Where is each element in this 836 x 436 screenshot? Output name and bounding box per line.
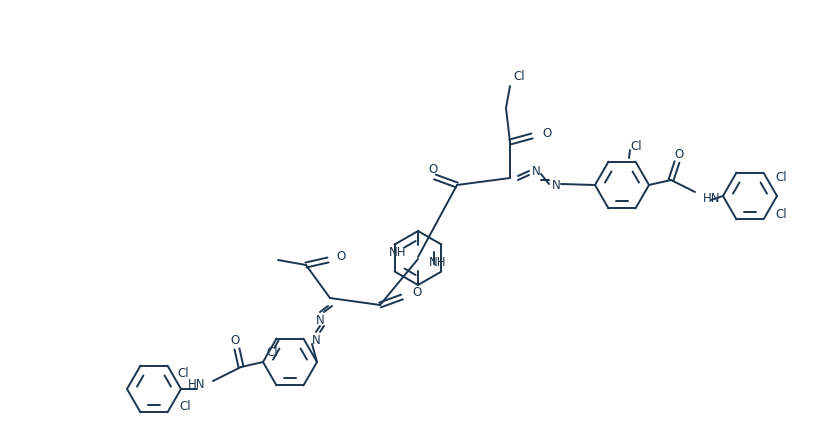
Text: Cl: Cl <box>267 346 278 359</box>
Text: HN: HN <box>187 378 205 392</box>
Text: NH: NH <box>429 256 446 269</box>
Text: HN: HN <box>702 191 720 204</box>
Text: N: N <box>311 334 320 347</box>
Text: Cl: Cl <box>177 367 189 380</box>
Text: Cl: Cl <box>775 208 786 221</box>
Text: N: N <box>315 313 324 327</box>
Text: N: N <box>531 164 540 177</box>
Text: O: O <box>428 163 437 176</box>
Text: Cl: Cl <box>179 400 191 413</box>
Text: O: O <box>230 334 239 347</box>
Text: Cl: Cl <box>630 140 641 153</box>
Text: Cl: Cl <box>775 171 786 184</box>
Text: Cl: Cl <box>512 69 524 82</box>
Text: O: O <box>674 147 683 160</box>
Text: NH: NH <box>388 246 405 259</box>
Text: N: N <box>551 178 560 191</box>
Text: O: O <box>411 286 421 300</box>
Text: O: O <box>335 251 344 263</box>
Text: O: O <box>542 126 551 140</box>
